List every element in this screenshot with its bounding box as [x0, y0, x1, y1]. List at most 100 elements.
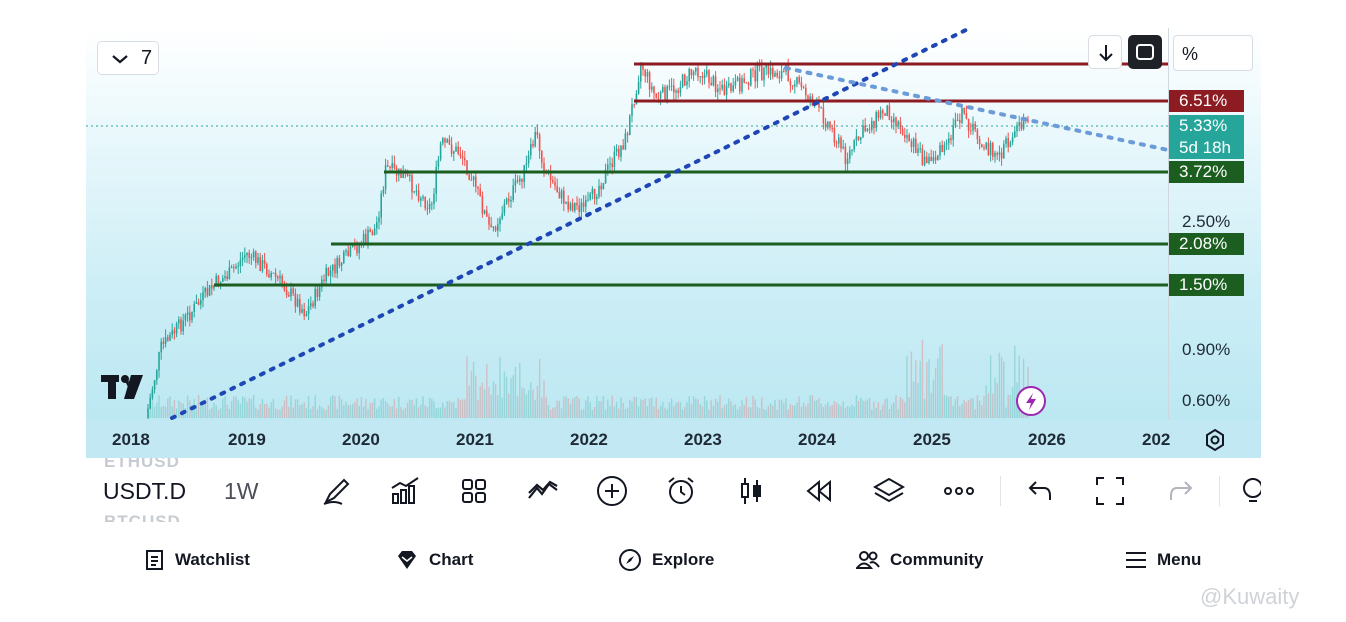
- volume-bar: [466, 356, 468, 418]
- undo-icon[interactable]: [1024, 474, 1058, 508]
- candle-body: [871, 120, 873, 130]
- volume-bar: [589, 402, 591, 418]
- price-tick-0-90: 0.90%: [1182, 340, 1231, 359]
- symbol-name[interactable]: USDT.D: [103, 478, 187, 504]
- fullscreen-icon[interactable]: [1093, 474, 1127, 508]
- candle-body: [499, 218, 501, 225]
- price-chart[interactable]: [86, 28, 1261, 458]
- chart-panel[interactable]: 7 % 2.50% 0.90% 0.60% 6.51% 5.33% 5d 18h…: [86, 28, 1261, 458]
- volume-bar: [633, 396, 635, 418]
- ascending-trendline[interactable]: [170, 28, 972, 420]
- volume-bar: [549, 409, 552, 418]
- candle-body: [644, 69, 646, 77]
- candle-body: [505, 198, 508, 204]
- time-axis[interactable]: [86, 420, 1261, 458]
- candle-body: [281, 276, 283, 285]
- candle-body: [1014, 131, 1016, 138]
- volume-bar: [151, 398, 154, 418]
- lightning-badge-icon[interactable]: [1016, 386, 1046, 416]
- candle-body: [501, 213, 503, 219]
- idea-lightbulb-icon[interactable]: [1236, 474, 1261, 508]
- candle-body: [483, 210, 486, 214]
- candle-body: [686, 81, 688, 86]
- candle-body: [202, 292, 204, 301]
- candle-body: [783, 70, 785, 72]
- year-label: 2018: [112, 430, 150, 449]
- candle-body: [244, 255, 246, 258]
- candle-body: [725, 85, 728, 95]
- volume-bar: [864, 400, 866, 418]
- candle-body: [268, 274, 270, 278]
- volume-bar: [307, 396, 310, 418]
- nav-explore[interactable]: Explore: [618, 548, 714, 572]
- candle-body: [761, 66, 763, 81]
- volume-bar: [943, 394, 946, 418]
- add-plus-icon[interactable]: [595, 474, 629, 508]
- volume-bar: [497, 395, 499, 418]
- layers-icon[interactable]: [872, 474, 906, 508]
- nav-menu[interactable]: Menu: [1125, 548, 1201, 572]
- volume-bar: [915, 360, 917, 418]
- nav-community[interactable]: Community: [856, 548, 984, 572]
- descending-trendline[interactable]: [784, 66, 1170, 152]
- volume-bar: [996, 382, 998, 418]
- candle-body: [798, 77, 800, 83]
- volume-bar: [640, 399, 642, 418]
- candle-body: [263, 260, 266, 264]
- candle-body: [908, 135, 910, 142]
- nav-chart[interactable]: Chart: [395, 548, 473, 572]
- patterns-icon[interactable]: [526, 474, 560, 508]
- candle-body: [285, 290, 288, 295]
- volume-bar: [582, 408, 585, 418]
- candle-body: [321, 279, 323, 288]
- more-icon[interactable]: [942, 474, 976, 508]
- volume-bar: [679, 402, 682, 418]
- settings-gear-icon[interactable]: [1202, 427, 1228, 453]
- volume-bar: [987, 393, 990, 418]
- candle-body: [576, 202, 578, 206]
- drawing-pen-icon[interactable]: [320, 474, 354, 508]
- volume-bar: [998, 352, 1001, 418]
- layouts-grid-icon[interactable]: [457, 474, 491, 508]
- candle-body: [391, 163, 393, 169]
- volume-bar: [248, 398, 250, 418]
- volume-bar: [853, 406, 855, 418]
- volume-bar: [246, 401, 248, 418]
- candle-body: [745, 82, 748, 84]
- candle-body: [701, 76, 704, 79]
- volume-bar: [547, 405, 550, 418]
- watchlist-icon: [146, 550, 163, 570]
- volume-bar: [345, 402, 347, 418]
- redo-icon[interactable]: [1163, 474, 1197, 508]
- interval-label[interactable]: 1W: [224, 478, 259, 504]
- scroll-to-latest-button[interactable]: [1088, 35, 1122, 69]
- volume-bar: [1000, 357, 1003, 418]
- candle-body: [941, 144, 943, 153]
- nav-watchlist[interactable]: Watchlist: [145, 548, 250, 572]
- candle-body: [486, 210, 488, 217]
- candle-body: [532, 143, 534, 147]
- volume-bar: [769, 403, 772, 418]
- candle-body: [367, 229, 369, 243]
- volume-bar: [360, 397, 363, 418]
- candle-body: [215, 275, 217, 286]
- alert-clock-icon[interactable]: [664, 474, 698, 508]
- volume-bar: [442, 402, 444, 418]
- candle-body: [424, 196, 426, 209]
- candles-icon[interactable]: [734, 474, 768, 508]
- auto-scale-button[interactable]: [1128, 35, 1162, 69]
- candle-body: [653, 86, 655, 94]
- volume-bar: [809, 395, 811, 418]
- volume-bar: [532, 389, 534, 418]
- volume-bar: [708, 409, 710, 418]
- percent-scale-button[interactable]: %: [1173, 35, 1253, 71]
- volume-bar: [446, 401, 448, 418]
- candle-body: [338, 258, 341, 266]
- volume-bar: [952, 405, 954, 418]
- replay-icon[interactable]: [803, 474, 837, 508]
- interval-selector[interactable]: 7: [97, 41, 159, 75]
- chevron-down-icon: [112, 55, 128, 64]
- indicators-icon[interactable]: [388, 474, 422, 508]
- candle-body: [574, 202, 576, 211]
- volume-bar: [593, 406, 596, 418]
